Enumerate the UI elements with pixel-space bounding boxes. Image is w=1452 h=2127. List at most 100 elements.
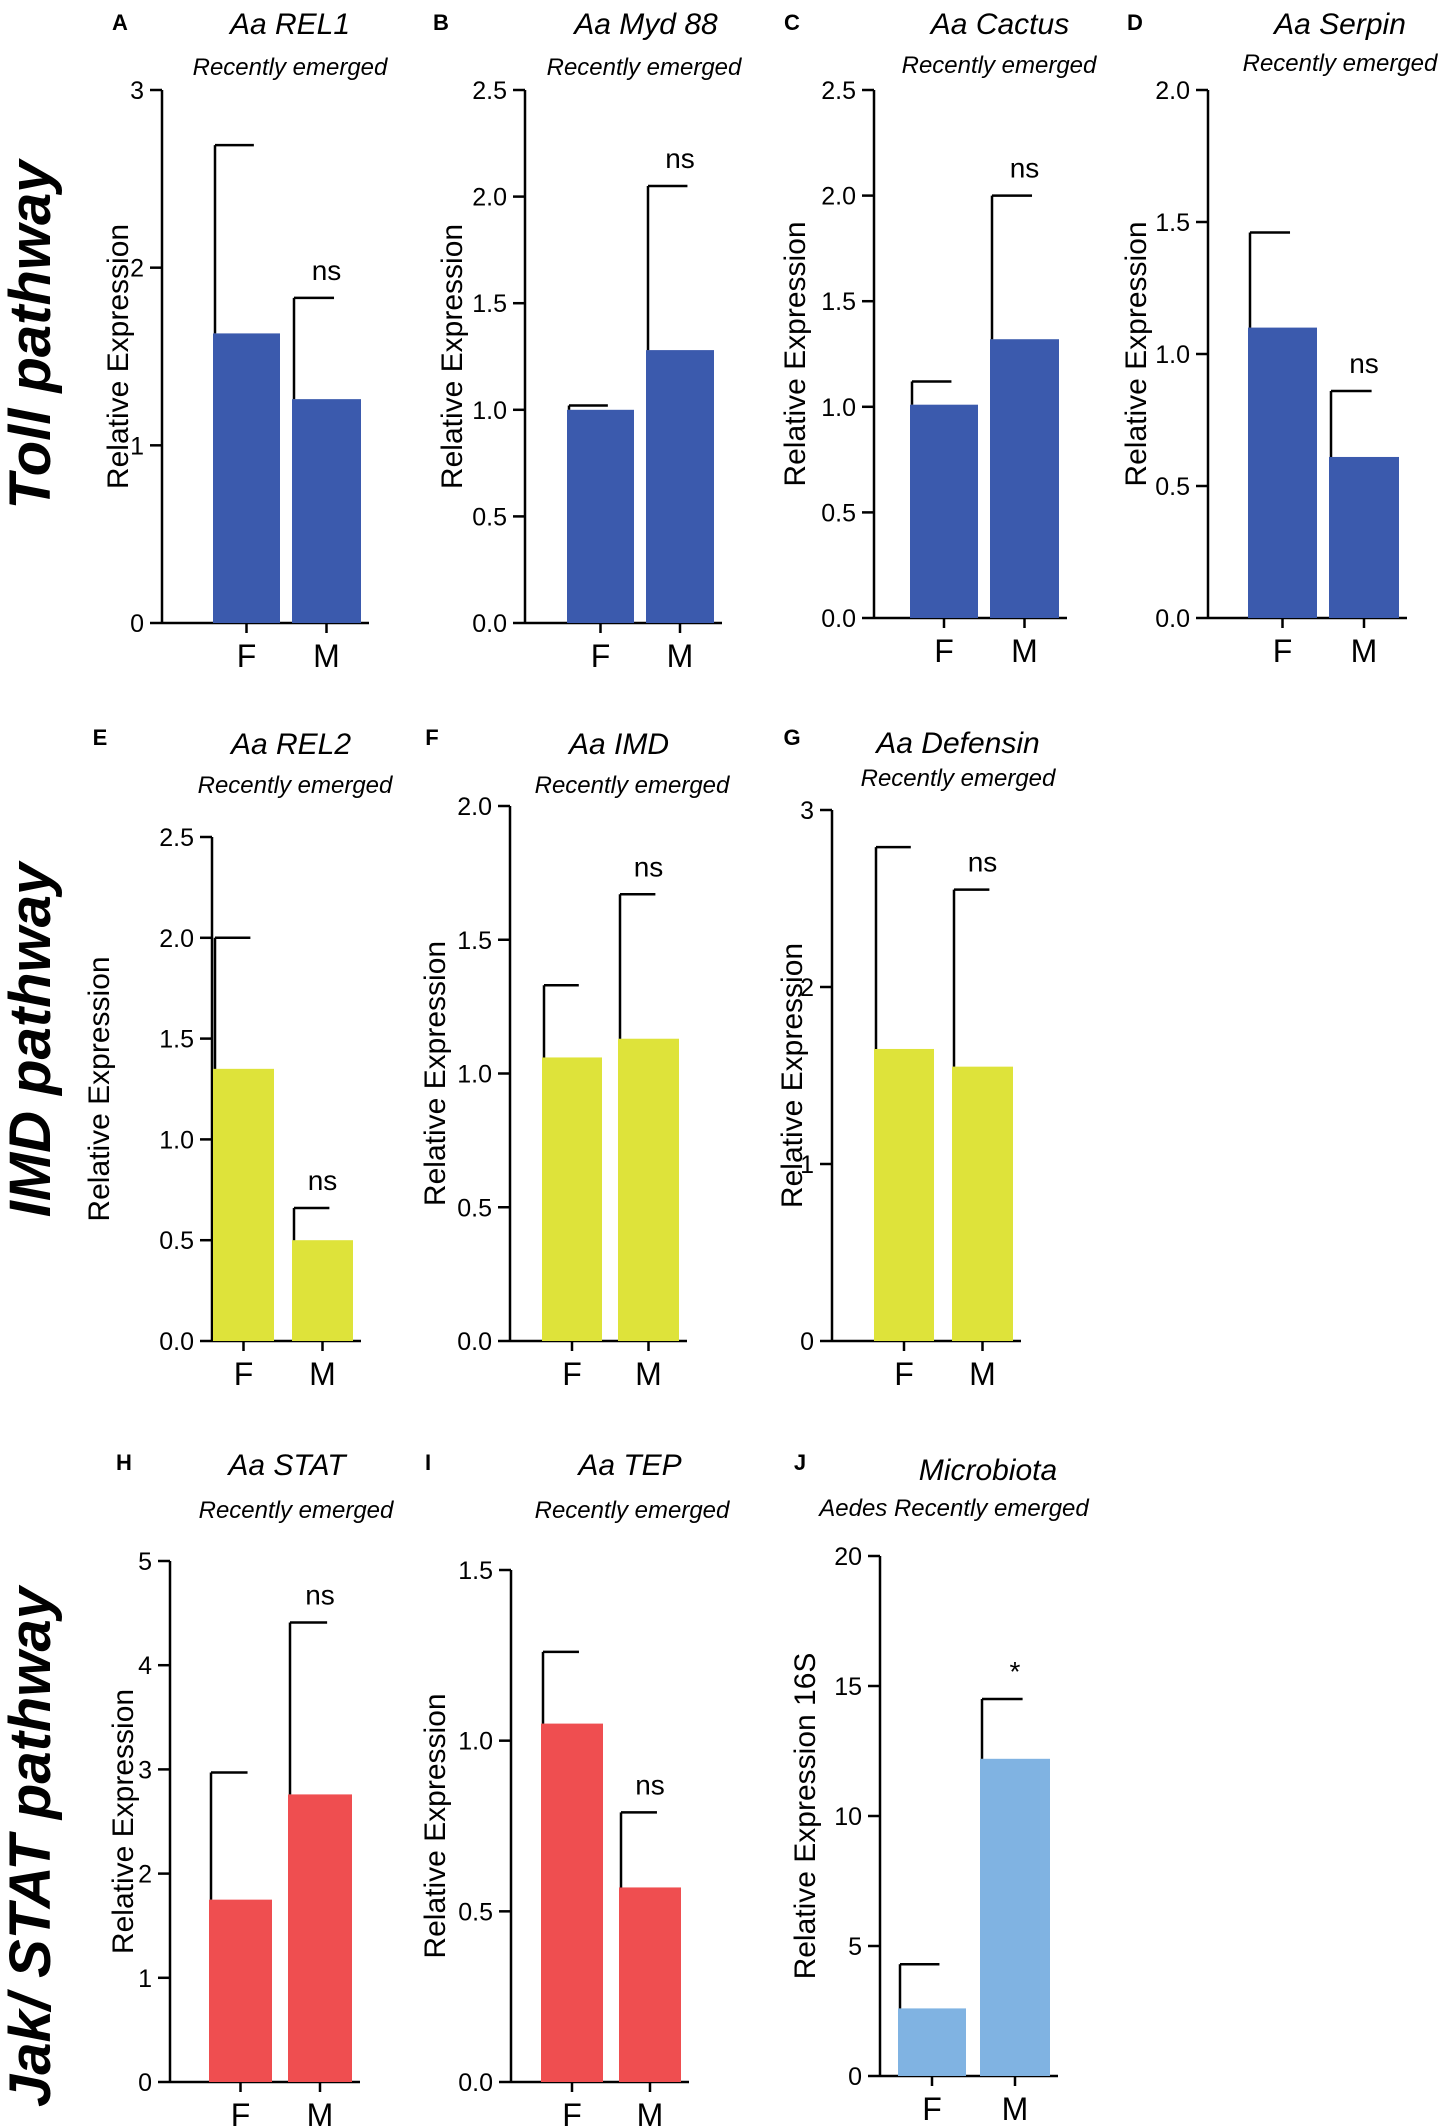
panel-title-h: Aa STAT bbox=[226, 1449, 348, 1482]
category-label-i-m: M bbox=[637, 2097, 664, 2127]
panels: A Aa REL1 Recently emerged Relative Express… bbox=[83, 8, 1438, 2127]
panel-label-f: F bbox=[425, 725, 438, 750]
panel-label-a: A bbox=[112, 10, 128, 35]
panel-j: J Microbiota Aedes Recently emerged Relativ… bbox=[789, 1450, 1089, 2127]
y-tick-label-i-3: 1.5 bbox=[458, 1557, 493, 1585]
y-tick-label-g-1: 1 bbox=[800, 1151, 814, 1179]
y-tick-label-g-0: 0 bbox=[800, 1328, 814, 1356]
y-axis-label-i: Relative Expression bbox=[419, 1693, 452, 1958]
category-label-c-m: M bbox=[1011, 633, 1038, 669]
bar-c-f bbox=[910, 404, 978, 618]
panel-title-g: Aa Defensin bbox=[874, 727, 1039, 760]
significance-a-m: ns bbox=[312, 255, 342, 286]
panel-label-e: E bbox=[93, 725, 108, 750]
significance-i-m: ns bbox=[635, 1769, 665, 1800]
y-axis-label-g: Relative Expression bbox=[776, 943, 809, 1208]
category-label-h-m: M bbox=[307, 2097, 334, 2127]
y-tick-label-c-5: 2.5 bbox=[821, 77, 856, 105]
panel-title-d: Aa Serpin bbox=[1272, 8, 1406, 41]
row-label-toll: Toll pathway bbox=[0, 158, 63, 510]
y-tick-label-h-1: 1 bbox=[138, 1965, 152, 1993]
y-axis-label-a: Relative Expression bbox=[102, 224, 135, 489]
y-tick-label-d-3: 1.5 bbox=[1155, 209, 1190, 237]
significance-g-m: ns bbox=[968, 847, 998, 878]
y-tick-label-b-2: 1.0 bbox=[472, 397, 507, 425]
panel-label-i: I bbox=[425, 1450, 431, 1475]
y-tick-label-h-3: 3 bbox=[138, 1756, 152, 1784]
bar-f-f bbox=[542, 1057, 602, 1341]
y-tick-label-j-2: 10 bbox=[834, 1803, 862, 1831]
y-tick-label-e-0: 0.0 bbox=[159, 1328, 194, 1356]
y-tick-label-f-1: 0.5 bbox=[457, 1194, 492, 1222]
significance-c-m: ns bbox=[1010, 153, 1040, 184]
panel-subtitle-g: Recently emerged bbox=[861, 765, 1056, 792]
y-tick-label-a-3: 3 bbox=[130, 77, 144, 105]
category-label-g-f: F bbox=[894, 1356, 914, 1392]
bar-c-m bbox=[990, 339, 1059, 618]
panel-d: D Aa Serpin Recently emerged Relative Expre… bbox=[1120, 8, 1438, 669]
panel-i: I Aa TEP Recently emerged Relative Expressi… bbox=[419, 1449, 730, 2127]
bar-g-f bbox=[874, 1048, 934, 1341]
bar-d-f bbox=[1248, 327, 1317, 618]
row-label-jakstat: Jak/ STAT pathway bbox=[0, 1584, 63, 2107]
panel-subtitle-j: Aedes Recently emerged bbox=[817, 1495, 1089, 1522]
category-label-e-m: M bbox=[309, 1356, 336, 1392]
y-axis-label-e: Relative Expression bbox=[83, 956, 116, 1221]
panel-subtitle-h: Recently emerged bbox=[199, 1497, 394, 1524]
panel-subtitle-f: Recently emerged bbox=[535, 772, 730, 799]
panel-h: H Aa STAT Recently emerged Relative Express… bbox=[107, 1449, 394, 2127]
category-label-h-f: F bbox=[231, 2097, 251, 2127]
bar-e-m bbox=[292, 1240, 353, 1341]
y-axis-label-d: Relative Expression bbox=[1120, 221, 1153, 486]
y-tick-label-h-4: 4 bbox=[138, 1652, 152, 1680]
significance-d-m: ns bbox=[1349, 348, 1379, 379]
category-label-f-f: F bbox=[562, 1356, 582, 1392]
bar-j-m bbox=[980, 1758, 1050, 2076]
panel-subtitle-i: Recently emerged bbox=[535, 1497, 730, 1524]
bar-b-m bbox=[646, 350, 714, 623]
category-label-c-f: F bbox=[934, 633, 954, 669]
panel-label-b: B bbox=[433, 10, 449, 35]
category-label-j-m: M bbox=[1002, 2091, 1029, 2127]
y-tick-label-f-2: 1.0 bbox=[457, 1061, 492, 1089]
row-labels: Toll pathway IMD pathway Jak/ STAT pathw… bbox=[0, 158, 63, 2107]
y-tick-label-d-2: 1.0 bbox=[1155, 341, 1190, 369]
y-tick-label-h-2: 2 bbox=[138, 1861, 152, 1889]
y-tick-label-d-4: 2.0 bbox=[1155, 77, 1190, 105]
y-tick-label-f-4: 2.0 bbox=[457, 793, 492, 821]
category-label-b-m: M bbox=[667, 638, 694, 674]
significance-h-m: ns bbox=[305, 1579, 335, 1610]
y-tick-label-e-4: 2.0 bbox=[159, 925, 194, 953]
y-tick-label-g-3: 3 bbox=[800, 797, 814, 825]
y-tick-label-f-0: 0.0 bbox=[457, 1328, 492, 1356]
y-tick-label-c-3: 1.5 bbox=[821, 288, 856, 316]
y-tick-label-b-3: 1.5 bbox=[472, 290, 507, 318]
y-tick-label-a-1: 1 bbox=[130, 432, 144, 460]
y-tick-label-i-0: 0.0 bbox=[458, 2069, 493, 2097]
y-tick-label-d-0: 0.0 bbox=[1155, 605, 1190, 633]
significance-j-m: * bbox=[1010, 1656, 1021, 1687]
category-label-j-f: F bbox=[922, 2091, 942, 2127]
panel-g: G Aa Defensin Recently emerged Relative Exp… bbox=[776, 725, 1056, 1392]
panel-f: F Aa IMD Recently emerged Relative Expressi… bbox=[419, 725, 730, 1392]
panel-title-c: Aa Cactus bbox=[929, 8, 1069, 41]
significance-b-m: ns bbox=[665, 143, 695, 174]
y-axis-label-c: Relative Expression bbox=[779, 221, 812, 486]
bar-h-f bbox=[209, 1899, 272, 2082]
y-axis-label-h: Relative Expression bbox=[107, 1689, 140, 1954]
bar-d-m bbox=[1329, 456, 1399, 618]
y-tick-label-c-4: 2.0 bbox=[821, 183, 856, 211]
y-tick-label-e-1: 0.5 bbox=[159, 1227, 194, 1255]
y-tick-label-c-1: 0.5 bbox=[821, 499, 856, 527]
y-tick-label-h-5: 5 bbox=[138, 1548, 152, 1576]
bar-f-m bbox=[618, 1038, 679, 1341]
panel-subtitle-a: Recently emerged bbox=[193, 54, 388, 81]
y-tick-label-b-0: 0.0 bbox=[472, 610, 507, 638]
y-axis-label-j: Relative Expression 16S bbox=[789, 1653, 822, 1980]
category-label-g-m: M bbox=[969, 1356, 996, 1392]
bar-i-m bbox=[619, 1887, 681, 2082]
panel-subtitle-b: Recently emerged bbox=[547, 54, 742, 81]
panel-title-a: Aa REL1 bbox=[228, 8, 350, 41]
panel-e: E Aa REL2 Recently emerged Relative Express… bbox=[83, 725, 393, 1392]
bar-h-m bbox=[288, 1794, 352, 2082]
